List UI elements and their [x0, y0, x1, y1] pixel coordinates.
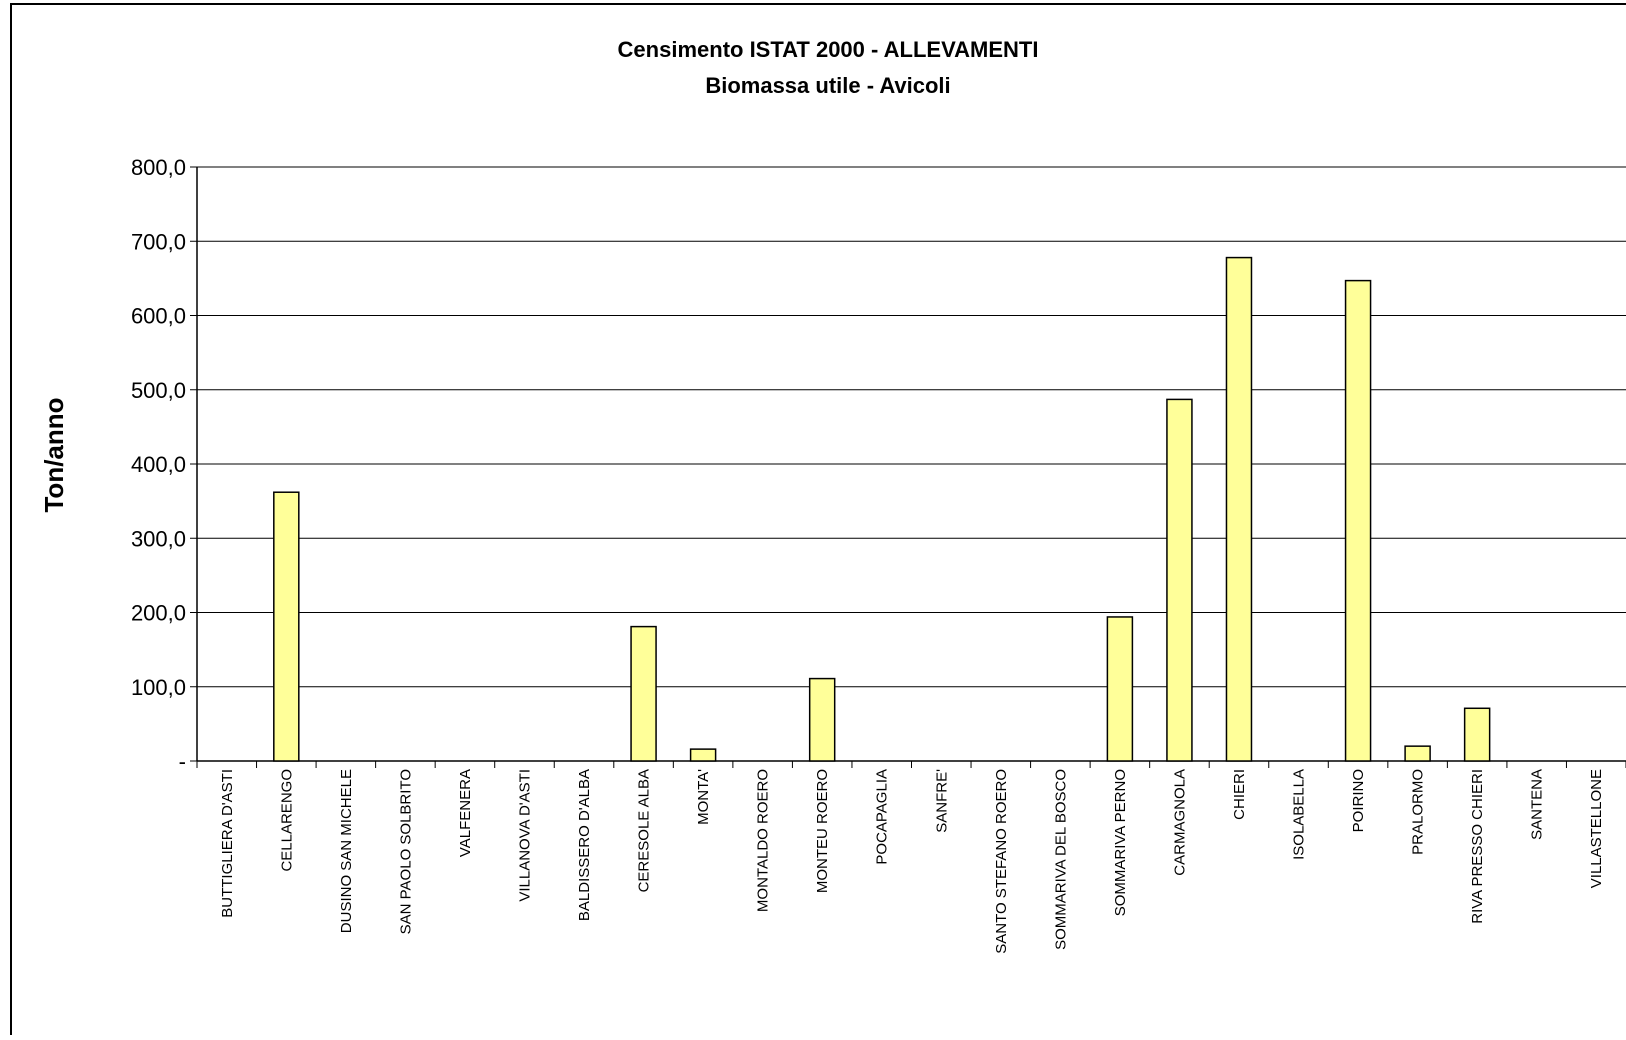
x-tick-label: CHIERI [1231, 769, 1248, 820]
x-tick-label: SANFRE' [933, 769, 950, 833]
x-tick-label: CERESOLE ALBA [636, 769, 653, 892]
y-tick-label: 300,0 [131, 526, 186, 551]
x-tick-label: RIVA PRESSO CHIERI [1469, 769, 1486, 924]
bar [273, 491, 300, 762]
bar [1225, 256, 1253, 762]
x-tick-label: SOMMARIVA DEL BOSCO [1052, 769, 1069, 950]
x-tick-label: SANTO STEFANO ROERO [993, 769, 1010, 954]
y-tick-label: 200,0 [131, 601, 186, 626]
bar [1463, 707, 1491, 762]
bar [1166, 398, 1193, 762]
x-tick-label: MONTA' [695, 769, 712, 825]
bar [1344, 279, 1372, 762]
x-tick-label: SOMMARIVA PERNO [1112, 769, 1129, 916]
x-tick-label: BALDISSERO D'ALBA [576, 769, 593, 921]
x-tick-label: CARMAGNOLA [1171, 769, 1188, 876]
x-tick-label: BUTTIGLIERA D'ASTI [219, 769, 236, 918]
bar [1404, 745, 1431, 762]
chart-title: Censimento ISTAT 2000 - ALLEVAMENTI [618, 37, 1039, 62]
bar [630, 625, 657, 762]
chart-subtitle: Biomassa utile - Avicoli [705, 73, 950, 98]
y-tick-label: 500,0 [131, 378, 186, 403]
x-tick-label: SAN PAOLO SOLBRITO [397, 769, 414, 934]
y-tick-label: 400,0 [131, 452, 186, 477]
y-tick-label: - [179, 749, 186, 774]
bar [808, 677, 836, 762]
x-tick-label: POIRINO [1350, 769, 1367, 832]
x-tick-label: VALFENERA [457, 769, 474, 857]
x-tick-label: ISOLABELLA [1291, 769, 1308, 860]
x-tick-label: VILLANOVA D'ASTI [516, 769, 533, 902]
y-tick-label: 700,0 [131, 229, 186, 254]
y-tick-label: 100,0 [131, 675, 186, 700]
x-tick-label: PRALORMO [1410, 769, 1427, 855]
bar [1106, 616, 1134, 762]
x-tick-label: VILLASTELLONE [1588, 769, 1605, 888]
x-tick-label: MONTEU ROERO [814, 769, 831, 893]
bar [689, 748, 717, 762]
x-tick-label: SANTENA [1529, 769, 1546, 840]
y-tick-label: 800,0 [131, 155, 186, 180]
plot-area: - 100,0 200,0 300,0 400,0 500,0 600,0 700,0 800,… [131, 155, 1626, 954]
y-tick-label: 600,0 [131, 304, 186, 329]
x-tick-label: DUSINO SAN MICHELE [338, 769, 355, 933]
y-axis-label: Ton/anno [39, 397, 69, 512]
x-tick-label: CELLARENGO [278, 769, 295, 872]
x-tick-label: MONTALDO ROERO [755, 769, 772, 912]
x-tick-label: POCAPAGLIA [874, 769, 891, 865]
